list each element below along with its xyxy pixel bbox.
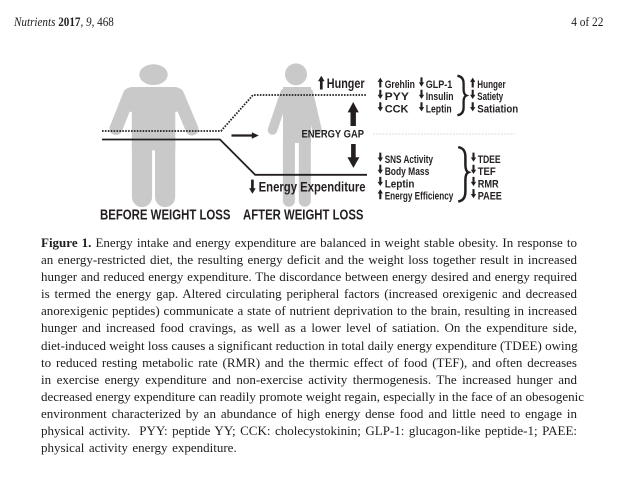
svg-text:Insulin: Insulin: [426, 91, 454, 103]
svg-text:AFTER WEIGHT LOSS: AFTER WEIGHT LOSS: [243, 207, 364, 223]
svg-text:Hunger: Hunger: [327, 76, 365, 92]
svg-text:Satiety: Satiety: [477, 91, 503, 103]
svg-text:Energy Efficiency: Energy Efficiency: [385, 191, 454, 203]
svg-text:PYY: PYY: [385, 91, 410, 103]
svg-text:PAEE: PAEE: [478, 191, 503, 203]
svg-text:ENERGY GAP: ENERGY GAP: [302, 129, 365, 141]
svg-text:Leptin: Leptin: [385, 178, 415, 190]
svg-text:Grehlin: Grehlin: [385, 79, 415, 91]
svg-text:Leptin: Leptin: [426, 104, 452, 116]
svg-text:BEFORE WEIGHT LOSS: BEFORE WEIGHT LOSS: [100, 207, 231, 223]
svg-text:Body Mass: Body Mass: [385, 166, 430, 178]
svg-text:Hunger: Hunger: [477, 79, 506, 91]
svg-text:Energy Expenditure: Energy Expenditure: [259, 179, 366, 195]
svg-text:SNS Activity: SNS Activity: [385, 154, 434, 166]
svg-text:TEF: TEF: [478, 166, 496, 178]
svg-text:RMR: RMR: [478, 178, 499, 190]
svg-text:TDEE: TDEE: [478, 154, 501, 166]
svg-text:GLP-1: GLP-1: [426, 79, 453, 91]
svg-text:CCK: CCK: [385, 104, 410, 116]
svg-text:Satiation: Satiation: [477, 104, 518, 116]
